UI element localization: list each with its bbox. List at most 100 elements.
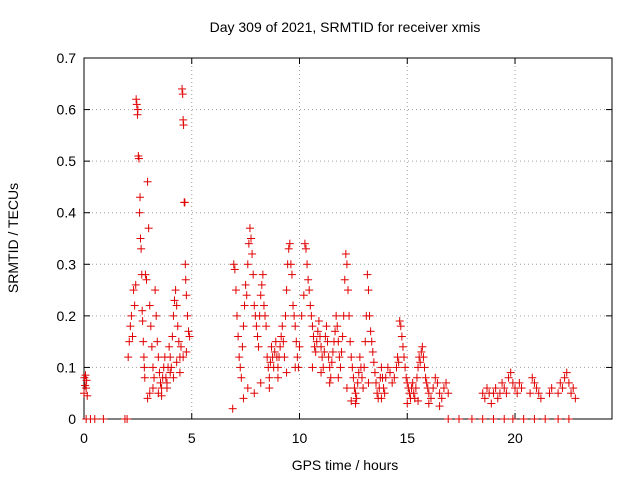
data-point (153, 337, 162, 346)
data-point (409, 389, 418, 398)
data-point (127, 311, 136, 320)
data-point (345, 311, 354, 320)
data-point (150, 373, 159, 382)
data-point (424, 389, 433, 398)
data-point (504, 373, 513, 382)
x-tick-label: 15 (399, 430, 415, 446)
data-point (444, 389, 453, 398)
x-tick-label: 5 (188, 430, 196, 446)
data-point (363, 270, 372, 279)
data-point (245, 224, 254, 233)
data-point (278, 322, 287, 331)
data-point (390, 373, 399, 382)
data-point (304, 275, 313, 284)
data-point (347, 396, 356, 405)
data-point (293, 353, 302, 362)
y-tick-label: 0.7 (57, 50, 77, 66)
data-point (273, 373, 282, 382)
data-point (560, 373, 569, 382)
data-point (175, 368, 184, 377)
data-point (420, 363, 429, 372)
data-point (500, 384, 509, 393)
data-point (396, 322, 405, 331)
data-point (148, 384, 157, 393)
data-point (90, 415, 99, 423)
data-point (136, 193, 145, 202)
data-point (128, 332, 137, 341)
data-point (142, 275, 151, 284)
data-point (132, 100, 141, 109)
data-point (184, 327, 193, 336)
data-point (435, 402, 444, 411)
data-point (515, 378, 524, 387)
data-point (281, 311, 290, 320)
data-point (183, 311, 192, 320)
data-point (140, 363, 149, 372)
data-point (395, 317, 404, 326)
data-point (282, 286, 291, 295)
data-point (467, 415, 476, 423)
data-point (267, 342, 276, 351)
data-point (253, 332, 262, 341)
data-point (414, 396, 423, 405)
data-point (400, 353, 409, 362)
data-point (233, 311, 242, 320)
data-point (287, 270, 296, 279)
data-point (146, 322, 155, 331)
data-point (442, 378, 451, 387)
data-point (519, 415, 528, 423)
data-point (173, 322, 182, 331)
marker-layer (80, 84, 580, 423)
data-point (259, 301, 268, 310)
data-point (234, 332, 243, 341)
data-point (526, 389, 535, 398)
data-point (172, 358, 181, 367)
data-point (317, 342, 326, 351)
data-point (341, 249, 350, 258)
data-point (151, 286, 160, 295)
data-point (282, 368, 291, 377)
data-point (369, 358, 378, 367)
data-point (372, 378, 381, 387)
data-point (171, 286, 180, 295)
data-point (334, 373, 343, 382)
data-point (139, 337, 148, 346)
data-point (243, 384, 252, 393)
data-point (336, 363, 345, 372)
data-point (140, 373, 149, 382)
data-point (254, 342, 263, 351)
data-point (138, 306, 147, 315)
data-point (157, 391, 166, 400)
data-point (284, 244, 293, 253)
data-point (241, 280, 250, 289)
data-point (155, 368, 164, 377)
data-point (169, 373, 178, 382)
data-point (138, 317, 147, 326)
data-point (176, 342, 185, 351)
data-point (165, 342, 174, 351)
plot-frame (83, 57, 613, 420)
data-point (337, 347, 346, 356)
data-point (182, 347, 191, 356)
data-point (238, 342, 247, 351)
data-point (300, 239, 309, 248)
data-point (340, 275, 349, 284)
data-point (536, 394, 545, 403)
y-tick-label: 0.4 (57, 205, 77, 221)
data-point (483, 384, 492, 393)
data-point (252, 322, 261, 331)
data-point (489, 415, 498, 423)
data-point (429, 384, 438, 393)
data-point (437, 394, 446, 403)
data-point (380, 389, 389, 398)
data-point (297, 311, 306, 320)
data-point (348, 363, 357, 372)
data-point (554, 415, 563, 423)
tick-layer: 0 0.1 0.2 0.3 0.4 0.5 0.6 0.7 0 5 10 15 20 (57, 50, 612, 446)
data-point (350, 384, 359, 393)
data-point (388, 378, 397, 387)
data-point (239, 394, 248, 403)
data-point (498, 378, 507, 387)
data-point (161, 373, 170, 382)
data-point (351, 389, 360, 398)
